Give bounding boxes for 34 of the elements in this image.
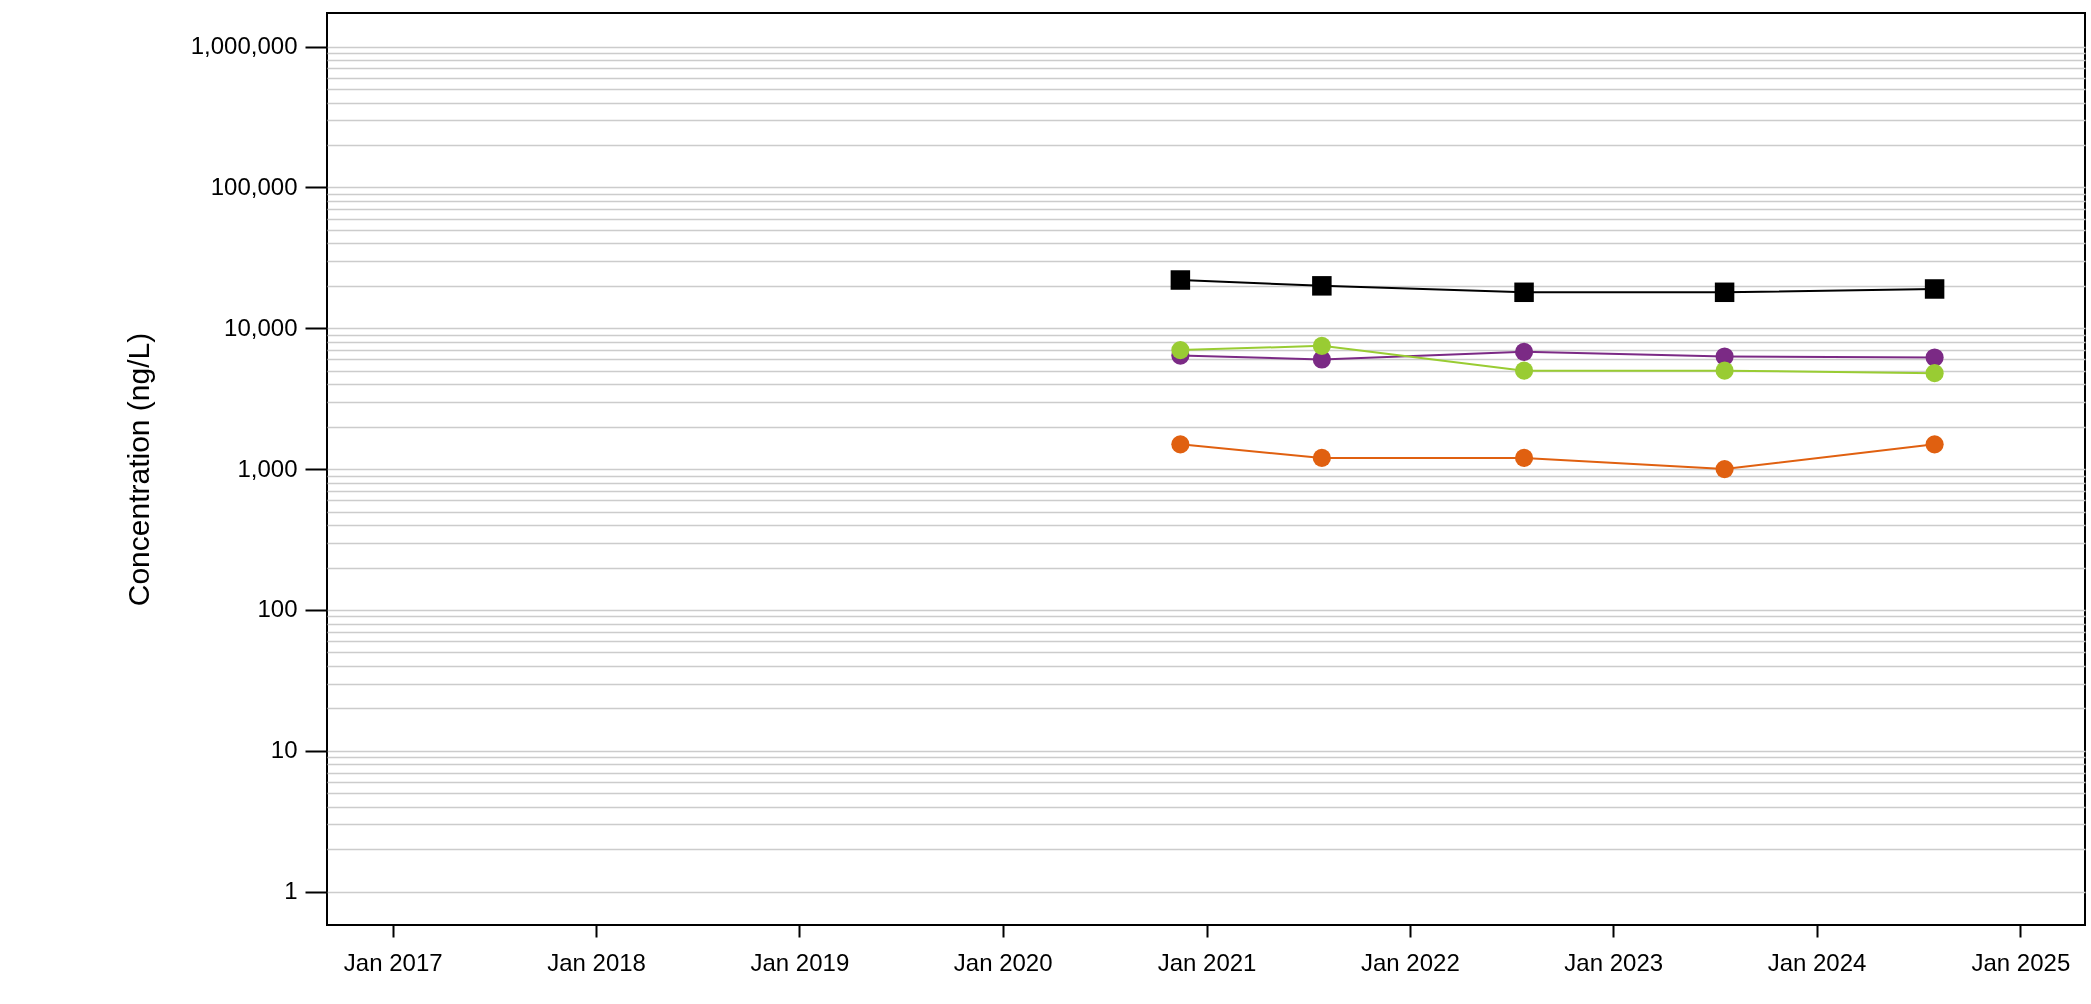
point — [1715, 460, 1734, 479]
y-axis-title: Concentration (ng/L) — [121, 332, 155, 607]
x-tick-label: Jan 2019 — [750, 948, 850, 976]
y-tick-label: 100,000 — [210, 172, 298, 200]
point — [1171, 341, 1190, 360]
point — [1514, 282, 1534, 303]
x-tick-label: Jan 2021 — [1157, 948, 1257, 976]
point — [1925, 348, 1944, 367]
y-tick-label: 1,000,000 — [190, 32, 298, 60]
point — [1925, 364, 1944, 383]
point — [1514, 361, 1534, 380]
point — [1312, 276, 1332, 296]
point — [1514, 342, 1534, 361]
point — [1312, 448, 1331, 468]
point — [1171, 435, 1190, 454]
x-tick-label: Jan 2025 — [1971, 948, 2071, 976]
x-tick-label: Jan 2017 — [343, 948, 443, 976]
point — [1714, 282, 1735, 303]
point — [1925, 435, 1944, 454]
x-tick-label: Jan 2023 — [1564, 948, 1664, 976]
y-tick-label: 100 — [257, 595, 298, 623]
point — [1312, 336, 1331, 355]
y-tick-label: 1,000 — [237, 454, 298, 482]
y-tick-label: 10 — [270, 736, 298, 764]
x-tick-label: Jan 2020 — [953, 948, 1053, 976]
x-tick-label: Jan 2018 — [547, 948, 646, 976]
point — [1924, 279, 1945, 299]
point — [1514, 448, 1534, 468]
point — [1170, 270, 1191, 290]
y-tick-label: 10,000 — [224, 313, 298, 341]
y-tick-label: 1 — [284, 877, 298, 905]
x-tick-label: Jan 2022 — [1360, 948, 1460, 976]
point — [1715, 361, 1734, 380]
x-tick-label: Jan 2024 — [1767, 948, 1867, 976]
